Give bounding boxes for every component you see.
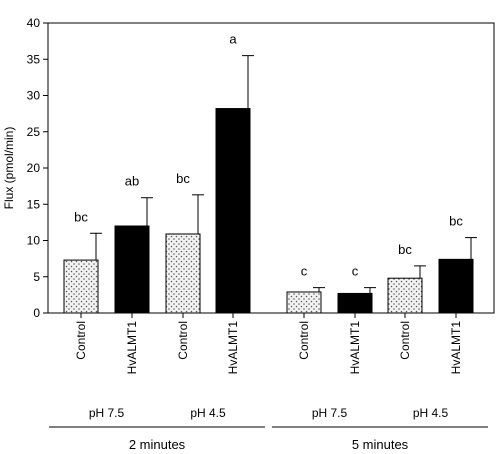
group-label: pH 7.5 <box>89 406 125 420</box>
y-tick-label: 25 <box>27 125 41 139</box>
category-label: Control <box>176 321 190 360</box>
bar <box>387 277 423 314</box>
group-label: pH 7.5 <box>312 406 348 420</box>
significance-letter: bc <box>176 171 190 186</box>
y-tick-label: 5 <box>33 270 40 284</box>
bar <box>286 291 322 314</box>
y-tick-label: 30 <box>27 89 41 103</box>
time-label: 5 minutes <box>352 437 409 452</box>
significance-letter: a <box>229 32 237 47</box>
category-label: HvALMT1 <box>226 321 240 375</box>
significance-letter: ab <box>125 174 139 189</box>
category-labels: Control HvALMT1 Control HvALMT1 Control HvALM… <box>49 321 488 452</box>
bar <box>215 108 251 314</box>
category-label: Control <box>74 321 88 360</box>
bar <box>114 225 150 314</box>
bar <box>337 292 373 314</box>
y-tick-label: 35 <box>27 52 41 66</box>
category-label: HvALMT1 <box>449 321 463 375</box>
bar <box>165 233 201 314</box>
axes: 0 5 10 15 20 25 30 35 40 <box>27 16 495 320</box>
y-tick-label: 20 <box>27 161 41 175</box>
bar <box>63 259 99 314</box>
y-tick-label: 0 <box>33 306 40 320</box>
category-label: Control <box>398 321 412 360</box>
bar <box>438 258 474 314</box>
time-label: 2 minutes <box>129 437 186 452</box>
significance-letter: c <box>301 264 308 279</box>
y-axis-label: Flux (pmol/min) <box>2 127 16 210</box>
significance-letter: bc <box>74 209 88 224</box>
y-tick-label: 40 <box>27 16 41 30</box>
y-tick-label: 15 <box>27 197 41 211</box>
group-label: pH 4.5 <box>190 406 226 420</box>
category-label: Control <box>297 321 311 360</box>
significance-letter: bc <box>398 242 412 257</box>
group-label: pH 4.5 <box>413 406 449 420</box>
significance-letter: bc <box>449 214 463 229</box>
significance-letter: c <box>352 264 359 279</box>
y-tick-label: 10 <box>27 234 41 248</box>
category-label: HvALMT1 <box>125 321 139 375</box>
bar-marks: bc ab bc a c c bc bc <box>63 32 477 314</box>
category-label: HvALMT1 <box>348 321 362 375</box>
